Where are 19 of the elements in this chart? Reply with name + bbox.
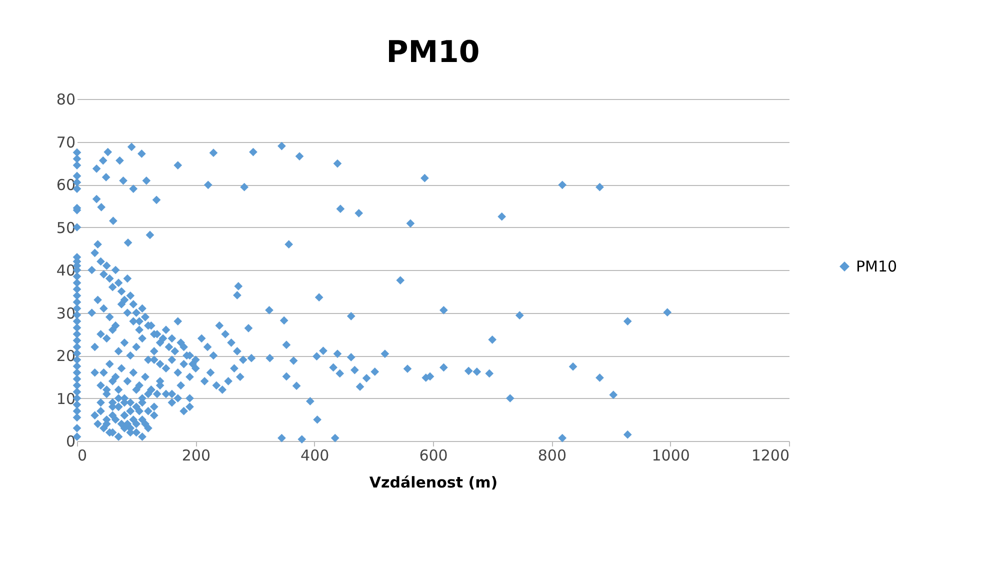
- x-tick-label: 600: [419, 446, 448, 464]
- x-axis-title: Vzdálenost (m): [369, 474, 498, 492]
- y-tick-label: 50: [56, 218, 76, 237]
- x-tick-label: 800: [538, 446, 566, 464]
- legend-label: PM10: [856, 258, 898, 276]
- x-tick-label: 400: [300, 446, 330, 464]
- y-tick-label: 30: [56, 304, 76, 322]
- x-tick-label: 0: [78, 446, 88, 464]
- y-tick-label: 80: [56, 90, 76, 108]
- chart-title: PM10: [386, 35, 480, 70]
- y-tick-label: 60: [56, 176, 76, 194]
- y-tick-label: 10: [56, 390, 76, 408]
- x-tick-label: 200: [182, 446, 210, 464]
- y-tick-label: 40: [56, 262, 76, 280]
- x-tick-label: 1000: [652, 446, 690, 464]
- x-tick-label: 1200: [751, 446, 790, 464]
- y-tick-label: 70: [56, 133, 76, 152]
- y-tick-label: 0: [66, 432, 76, 450]
- y-tick-label: 20: [56, 347, 76, 365]
